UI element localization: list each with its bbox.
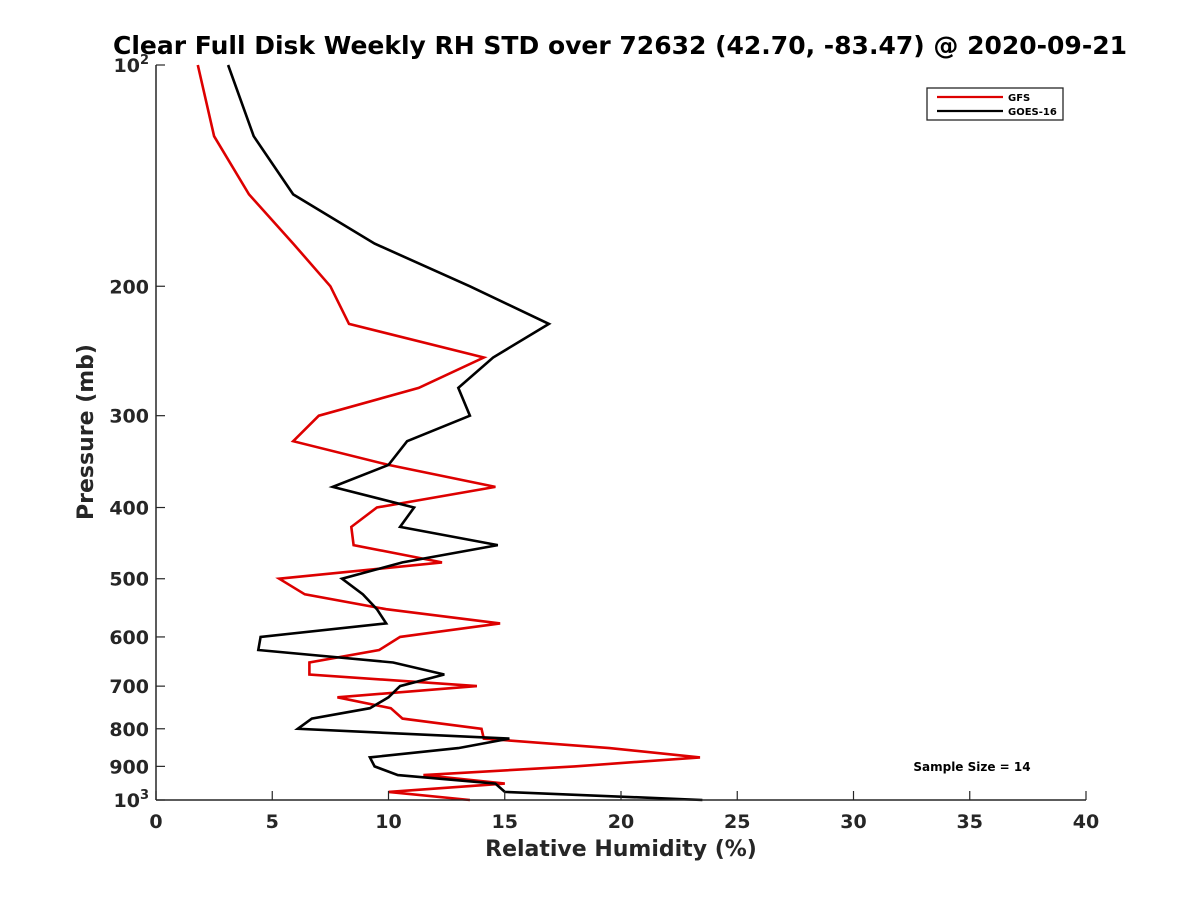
legend-gfs-label: GFS (1008, 93, 1030, 104)
y-tick-label: 500 (109, 569, 149, 591)
y-tick-label: 200 (109, 276, 149, 298)
y-tick-label: 300 (109, 406, 149, 428)
x-tick-label: 40 (1073, 811, 1099, 833)
y-tick-label: 600 (109, 627, 149, 649)
plot-area: 0 5 10 15 20 25 30 35 40 10220030040050060070080… (109, 53, 1099, 833)
x-tick-label: 25 (724, 811, 750, 833)
x-tick-label: 20 (608, 811, 634, 833)
x-tick-label: 15 (492, 811, 518, 833)
x-axis-label: Relative Humidity (%) (485, 837, 757, 862)
y-tick-base: 800 (109, 719, 149, 741)
y-tick-label: 900 (109, 756, 149, 778)
x-tick-label: 35 (957, 811, 983, 833)
y-tick-label: 400 (109, 498, 149, 520)
y-tick-label: 102 (114, 53, 150, 77)
y-tick-base: 400 (109, 498, 149, 520)
y-tick-base: 300 (109, 406, 149, 428)
y-tick-base: 10 (114, 790, 140, 812)
y-tick-label: 800 (109, 719, 149, 741)
x-tick-label: 30 (840, 811, 866, 833)
x-tick-label: 0 (149, 811, 162, 833)
x-tick-label: 10 (375, 811, 401, 833)
x-axis-ticks: 0 5 10 15 20 25 30 35 40 (149, 791, 1099, 833)
y-tick-exponent: 2 (140, 53, 149, 68)
y-tick-base: 200 (109, 276, 149, 298)
plot-background (156, 65, 1086, 800)
legend-box (926, 87, 1064, 121)
legend-goes-label: GOES-16 (1008, 107, 1057, 118)
y-tick-base: 600 (109, 627, 149, 649)
gfs-profile-line (196, 64, 701, 802)
chart-title: Clear Full Disk Weekly RH STD over 72632… (113, 31, 1127, 60)
series-layer (196, 64, 703, 802)
legend: GFS GOES-16 (926, 87, 1064, 121)
y-axis-label: Pressure (mb) (74, 344, 99, 520)
y-tick-exponent: 3 (140, 788, 149, 803)
goes16-profile-line (226, 64, 703, 802)
y-tick-base: 900 (109, 756, 149, 778)
x-tick-label: 5 (266, 811, 279, 833)
y-tick-base: 10 (114, 55, 140, 77)
y-tick-base: 700 (109, 676, 149, 698)
y-tick-base: 500 (109, 569, 149, 591)
y-tick-label: 103 (114, 788, 150, 812)
sample-size-annotation: Sample Size = 14 (913, 760, 1030, 774)
y-tick-label: 700 (109, 676, 149, 698)
